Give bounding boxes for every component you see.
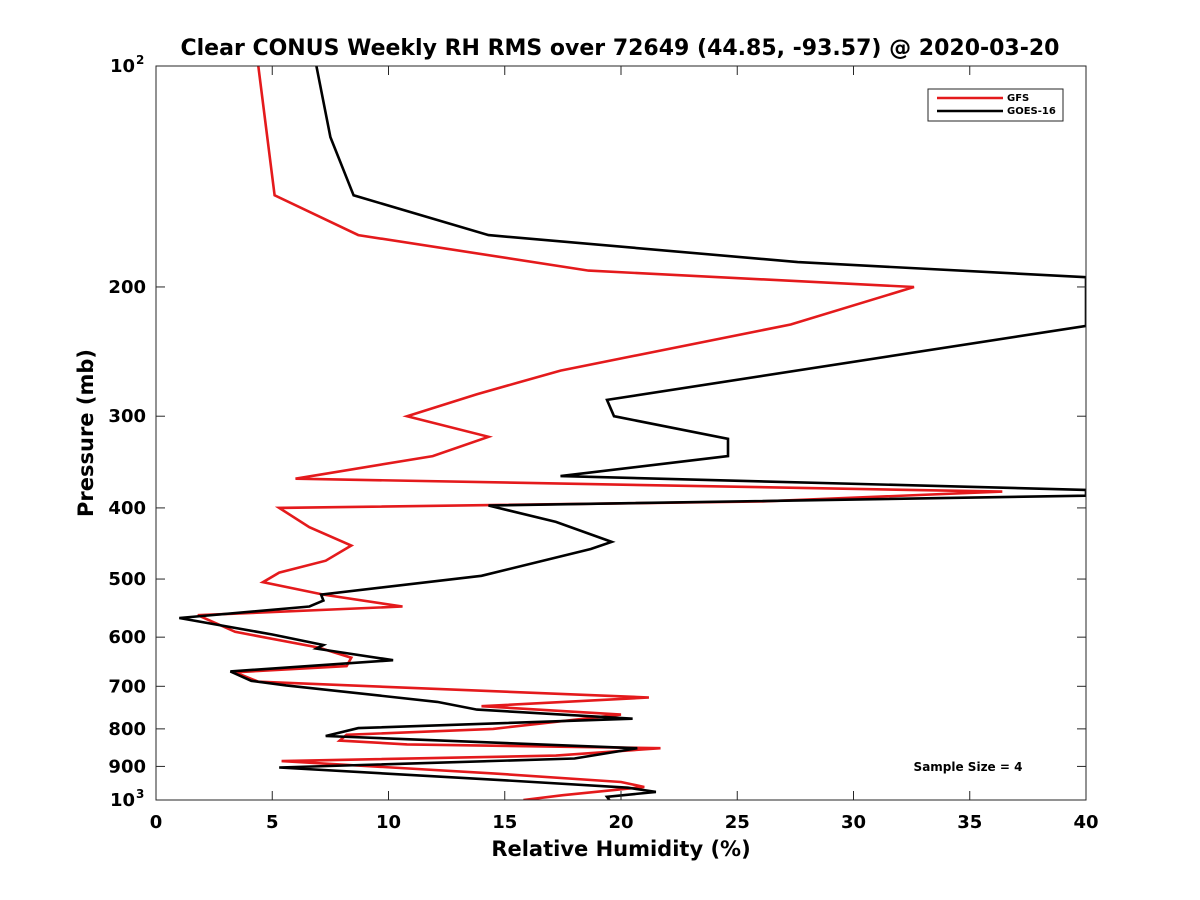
y-tick-label: 10	[110, 790, 135, 811]
x-tick-label: 0	[150, 812, 163, 833]
y-tick-label: 900	[108, 756, 146, 777]
y-axis-label: Pressure (mb)	[74, 349, 98, 517]
y-tick-label: 400	[108, 498, 146, 519]
y-tick-label: 300	[108, 406, 146, 427]
legend-label-goes16: GOES-16	[1007, 106, 1056, 117]
x-tick-label: 25	[725, 812, 750, 833]
y-tick-label: 700	[108, 676, 146, 697]
y-tick-exponent: 3	[136, 787, 144, 801]
x-tick-label: 35	[957, 812, 982, 833]
series-layer	[179, 66, 1086, 800]
y-tick-exponent: 2	[136, 53, 144, 67]
x-axis-ticks: 0 5 10 15 20 25 30 35 40	[150, 66, 1099, 833]
y-tick-label: 800	[108, 719, 146, 740]
legend-box	[927, 88, 1064, 122]
x-tick-label: 30	[841, 812, 866, 833]
x-tick-label: 5	[266, 812, 279, 833]
legend-label-gfs: GFS	[1007, 93, 1029, 104]
y-tick-label: 10	[110, 56, 135, 77]
legend: GFS GOES-16	[927, 88, 1064, 122]
chart-title: Clear CONUS Weekly RH RMS over 72649 (44…	[181, 36, 1060, 61]
x-tick-label: 15	[492, 812, 517, 833]
y-tick-label: 600	[108, 627, 146, 648]
sample-size-annotation: Sample Size = 4	[914, 760, 1023, 774]
x-axis-label: Relative Humidity (%)	[491, 837, 750, 861]
plot-frame	[155, 65, 1087, 801]
x-tick-label: 20	[608, 812, 633, 833]
x-tick-label: 10	[376, 812, 401, 833]
y-tick-label: 500	[108, 569, 146, 590]
y-tick-label: 200	[108, 277, 146, 298]
x-tick-label: 40	[1073, 812, 1098, 833]
series-line-goes16	[179, 66, 1086, 800]
